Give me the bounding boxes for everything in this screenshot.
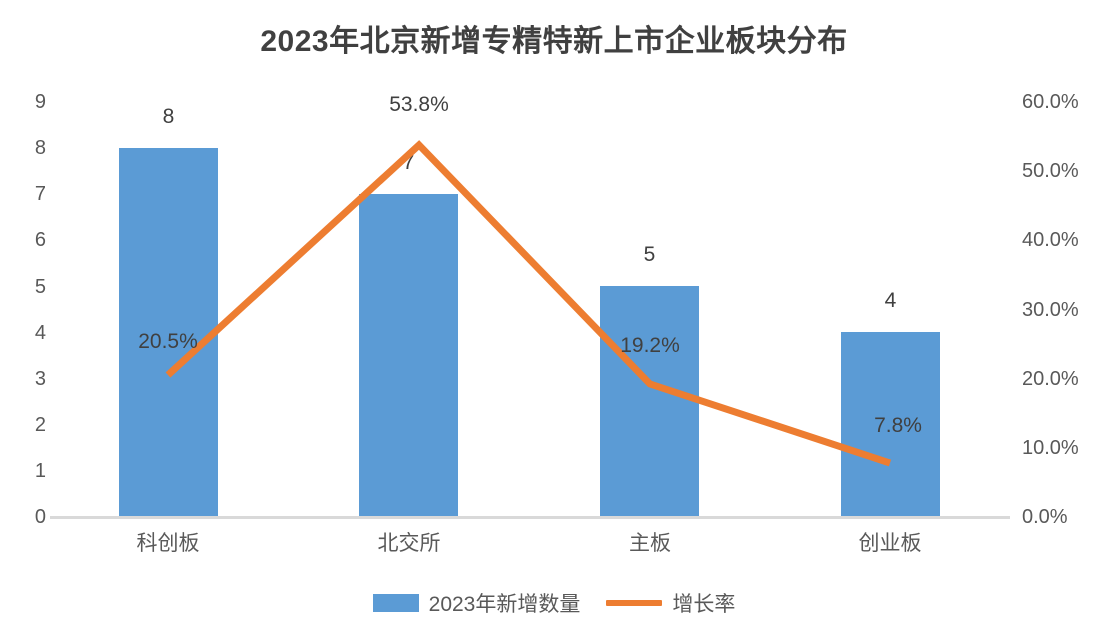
x-axis-label-2: 主板 (629, 532, 671, 555)
left-axis-tick: 6 (34, 229, 46, 251)
left-axis-tick: 1 (34, 460, 46, 482)
x-axis-label-3: 创业板 (858, 532, 922, 555)
bar-category-1[interactable] (359, 194, 458, 517)
line-value-label-0: 20.5% (138, 330, 198, 353)
line-value-label-3: 7.8% (874, 414, 922, 437)
x-axis-label-1: 北交所 (377, 532, 441, 555)
right-axis-tick: 20.0% (1022, 368, 1079, 390)
bar-value-label-2: 5 (643, 243, 656, 266)
left-axis: 9 8 7 6 5 4 3 2 1 0 (0, 0, 46, 642)
left-axis-tick: 2 (34, 414, 46, 436)
legend-item-line-series[interactable]: 增长率 (606, 588, 735, 618)
growth-rate-polyline (165, 140, 892, 467)
bar-value-label-3: 4 (884, 289, 897, 312)
bar-category-2[interactable] (600, 286, 699, 517)
bar-value-label-0: 8 (162, 105, 175, 128)
left-axis-tick: 8 (34, 137, 46, 159)
x-axis-line (50, 516, 1010, 519)
right-axis-tick: 30.0% (1022, 299, 1079, 321)
legend-bar-swatch-icon (372, 594, 419, 612)
right-axis-tick: 60.0% (1022, 91, 1079, 113)
legend-line-swatch-icon (606, 600, 663, 606)
right-axis-tick: 10.0% (1022, 437, 1079, 459)
left-axis-tick: 9 (34, 91, 46, 113)
left-axis-tick: 5 (34, 276, 46, 298)
chart-legend: 2023年新增数量 增长率 (0, 588, 1108, 618)
left-axis-tick: 0 (34, 506, 46, 528)
legend-label-line-series: 增长率 (672, 593, 736, 616)
line-value-label-1: 53.8% (389, 93, 449, 116)
left-axis-tick: 3 (34, 368, 46, 390)
bar-value-label-1: 7 (402, 151, 415, 174)
x-axis-label-0: 科创板 (136, 532, 200, 555)
left-axis-tick: 4 (34, 322, 46, 344)
legend-label-bar-series: 2023年新增数量 (428, 593, 581, 616)
chart-title: 2023年北京新增专精特新上市企业板块分布 (260, 25, 848, 58)
right-axis-tick: 40.0% (1022, 229, 1079, 251)
left-axis-tick: 7 (34, 183, 46, 205)
right-axis: 60.0% 50.0% 40.0% 30.0% 20.0% 10.0% 0.0% (1022, 0, 1108, 642)
legend-item-bar-series[interactable]: 2023年新增数量 (372, 588, 581, 618)
right-axis-tick: 0.0% (1022, 506, 1068, 528)
line-value-label-2: 19.2% (620, 334, 680, 357)
right-axis-tick: 50.0% (1022, 160, 1079, 182)
